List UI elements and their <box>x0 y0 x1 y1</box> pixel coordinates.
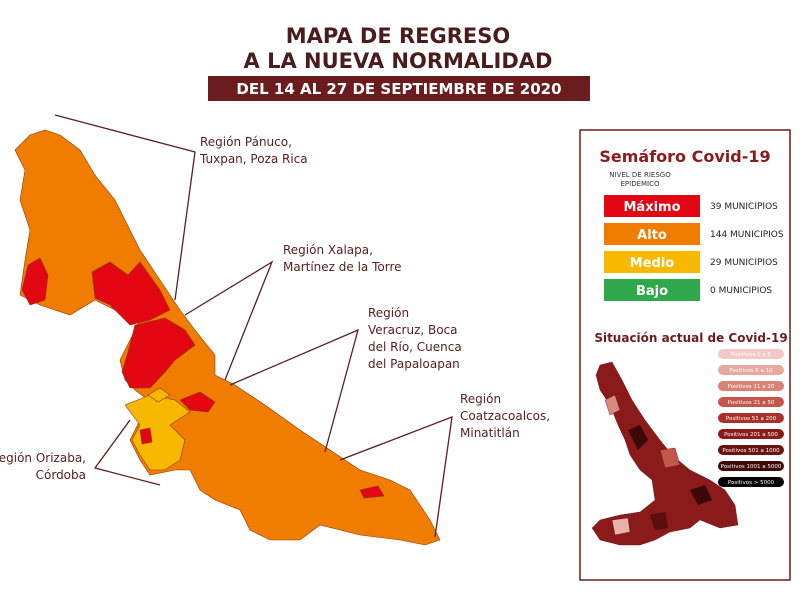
legend-label: Positivos 1 a 5 <box>731 352 771 358</box>
region-line: Martínez de la Torre <box>283 260 402 274</box>
level-swatch <box>604 223 700 245</box>
date-range: DEL 14 AL 27 DE SEPTIEMBRE DE 2020 <box>236 80 561 98</box>
legend-label: Positivos 201 a 500 <box>724 432 778 438</box>
level-count: 0 MUNICIPIOS <box>710 286 772 296</box>
case-legend: Positivos 1 a 5 Positivos 6 a 10 Positiv… <box>718 349 784 487</box>
region-line: Tuxpan, Poza Rica <box>199 152 308 166</box>
region-line: Minatitlán <box>460 426 520 440</box>
region-line: Región <box>460 392 501 406</box>
title-line: A LA NUEVA NORMALIDAD <box>244 49 553 73</box>
legend-pill <box>718 349 784 359</box>
date-banner <box>208 76 590 101</box>
legend-pill <box>718 445 784 455</box>
state-map <box>14 129 441 546</box>
legend-pill <box>718 461 784 471</box>
region-line: Córdoba <box>36 468 86 482</box>
level-count: 29 MUNICIPIOS <box>710 258 778 268</box>
level-swatch <box>604 251 700 273</box>
case-map <box>591 361 739 546</box>
level-label: Máximo <box>623 200 680 215</box>
region-label: Región Pánuco, Tuxpan, Poza Rica <box>199 135 308 166</box>
legend-label: Positivos 21 a 50 <box>728 400 775 406</box>
legend-label: Positivos 6 a 10 <box>729 368 773 374</box>
legend-pill <box>718 365 784 375</box>
region-line: Veracruz, Boca <box>368 323 458 337</box>
level-count: 144 MUNICIPIOS <box>710 230 784 240</box>
region-line: Coatzacoalcos, <box>460 409 550 423</box>
semaforo-subtitle: EPIDÉMICO <box>620 179 660 188</box>
region-label: Región Coatzacoalcos, Minatitlán <box>460 392 550 440</box>
title-line: MAPA DE REGRESO <box>286 24 511 48</box>
legend-label: Positivos 1001 a 5000 <box>721 464 782 470</box>
legend-pill <box>718 429 784 439</box>
region-label: Región Veracruz, Boca del Río, Cuenca de… <box>368 306 462 371</box>
level-swatch <box>604 195 700 217</box>
level-count: 39 MUNICIPIOS <box>710 202 778 212</box>
legend-label: Positivos 51 a 200 <box>726 416 777 422</box>
region-line: Región Xalapa, <box>283 243 373 257</box>
leader-lines <box>54 114 453 538</box>
level-label: Bajo <box>636 284 668 299</box>
level-label: Alto <box>637 228 667 243</box>
level-swatch <box>604 279 700 301</box>
semaforo-subtitle: NIVEL DE RIESGO <box>609 171 671 179</box>
region-line: Región Orizaba, <box>0 451 86 465</box>
region-label: Región Xalapa, Martínez de la Torre <box>283 243 402 274</box>
legend-label: Positivos 11 a 20 <box>728 384 775 390</box>
legend-pill <box>718 397 784 407</box>
legend-label: Positivos > 5000 <box>728 480 775 486</box>
semaforo-title: Semáforo Covid-19 <box>599 147 770 166</box>
region-line: Región <box>368 306 409 320</box>
situacion-title: Situación actual de Covid-19 <box>594 331 787 345</box>
region-label: Región Orizaba, Córdoba <box>0 451 86 482</box>
region-line: del Papaloapan <box>368 357 460 371</box>
region-line: del Río, Cuenca <box>368 340 462 354</box>
legend-pill <box>718 477 784 487</box>
region-line: Región Pánuco, <box>200 135 292 149</box>
legend-pill <box>718 413 784 423</box>
legend-pill <box>718 381 784 391</box>
level-label: Medio <box>630 256 675 271</box>
legend-label: Positivos 501 a 1000 <box>722 448 780 454</box>
